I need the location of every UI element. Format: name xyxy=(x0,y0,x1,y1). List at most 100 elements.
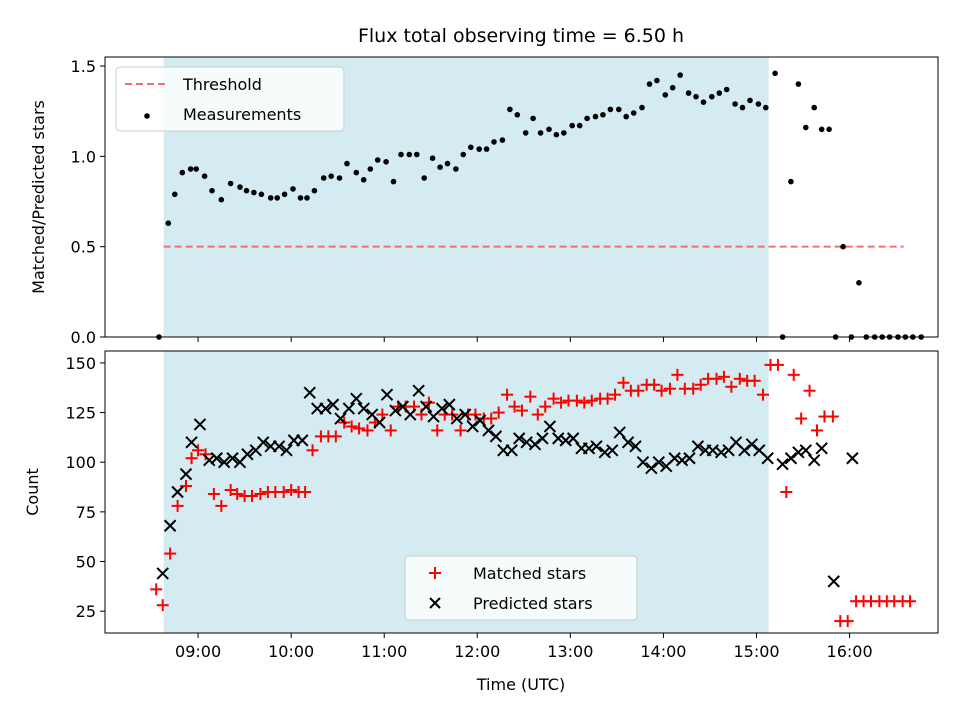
measurement-point xyxy=(677,72,683,78)
bottom-points xyxy=(150,358,917,628)
matched-star-point xyxy=(787,368,800,381)
measurement-point xyxy=(406,151,413,158)
measurement-point xyxy=(311,187,318,194)
matched-star-point xyxy=(733,372,746,385)
predicted-star-point xyxy=(808,454,821,467)
top-legend-threshold-label: Threshold xyxy=(182,75,262,94)
predicted-star-point xyxy=(815,442,828,455)
matched-star-point xyxy=(717,370,730,383)
predicted-star-point xyxy=(203,454,216,467)
predicted-star-point xyxy=(412,384,425,397)
measurement-point xyxy=(483,146,490,152)
measurement-point xyxy=(607,106,614,113)
predicted-star-point xyxy=(350,392,363,405)
measurement-point xyxy=(747,97,753,104)
matched-star-point xyxy=(156,599,169,612)
predicted-star-point xyxy=(776,457,789,471)
measurement-point xyxy=(616,106,622,113)
matched-star-point xyxy=(757,388,770,401)
measurement-point xyxy=(553,131,560,138)
matched-star-point xyxy=(492,406,505,419)
predicted-star-point xyxy=(489,430,503,443)
bottom-plot-frame xyxy=(104,350,939,634)
matched-star-point xyxy=(725,380,738,393)
predicted-star-point xyxy=(714,446,728,459)
measurement-point xyxy=(281,191,288,198)
predicted-star-point xyxy=(675,454,689,467)
predicted-star-point xyxy=(179,467,193,481)
predicted-star-point xyxy=(241,448,254,461)
bottom-x-axis-label: Time (UTC) xyxy=(476,675,565,694)
predicted-star-point xyxy=(636,456,650,469)
measurement-point xyxy=(218,196,225,203)
matched-star-point xyxy=(329,430,342,443)
predicted-star-point xyxy=(590,440,603,453)
matched-star-point xyxy=(811,424,824,437)
matched-star-point xyxy=(904,595,917,608)
measurement-point xyxy=(739,104,746,111)
bottom-x-tick-label: 13:00 xyxy=(547,642,593,661)
predicted-star-point xyxy=(226,452,239,465)
bottom-legend: Matched stars Predicted stars xyxy=(404,555,638,621)
bottom-legend-predicted-label: Predicted stars xyxy=(473,594,593,613)
measurement-point xyxy=(453,166,459,172)
bottom-x-ticks: 09:00 10:00 11:00 12:00 13:00 14:00 15:00 16:00 xyxy=(175,633,873,661)
top-y-ticks: 0.0 0.5 1.0 1.5 xyxy=(71,57,105,347)
predicted-star-point xyxy=(319,402,332,415)
measurement-point xyxy=(514,112,521,118)
predicted-star-point xyxy=(435,402,449,415)
matched-star-point xyxy=(345,420,358,433)
measurement-point xyxy=(187,166,194,172)
measurement-point xyxy=(763,104,769,111)
matched-star-point xyxy=(431,424,444,437)
bottom-legend-matched-label: Matched stars xyxy=(473,564,586,583)
matched-star-point xyxy=(508,400,521,413)
measurement-point xyxy=(732,101,738,107)
matched-star-point xyxy=(531,408,544,421)
matched-star-point xyxy=(361,424,374,437)
predicted-star-point xyxy=(536,432,549,445)
measurement-point xyxy=(297,195,304,201)
measurement-point xyxy=(646,81,653,87)
matched-star-point xyxy=(454,424,467,437)
bottom-y-tick-label: 25 xyxy=(76,602,96,621)
measurement-point xyxy=(856,280,862,286)
predicted-star-point xyxy=(280,444,293,457)
matched-star-point xyxy=(224,484,237,497)
predicted-star-point xyxy=(156,567,169,580)
matched-star-point xyxy=(185,452,198,465)
bottom-panel: 25 50 75 100 125 150 09:00 10:00 11:00 12:00 13:0… xyxy=(23,350,939,694)
measurement-point xyxy=(507,106,513,113)
predicted-star-point xyxy=(629,440,642,453)
predicted-star-point xyxy=(482,424,495,437)
measurement-point xyxy=(788,178,794,185)
predicted-star-point xyxy=(303,386,316,399)
predicted-star-point xyxy=(827,575,840,588)
predicted-star-point xyxy=(373,416,386,429)
measurement-point xyxy=(709,93,715,100)
measurement-point xyxy=(662,92,669,98)
matched-star-point xyxy=(199,448,212,461)
measurement-point xyxy=(499,137,506,143)
measurement-point xyxy=(360,177,367,183)
matched-star-point xyxy=(306,444,319,457)
matched-star-point xyxy=(254,487,267,500)
predicted-star-point xyxy=(163,519,177,532)
predicted-star-point xyxy=(357,402,370,415)
measurement-point xyxy=(818,126,825,133)
predicted-star-point xyxy=(193,418,207,431)
measurement-point xyxy=(639,104,645,111)
measurement-point xyxy=(755,101,762,107)
measurement-point xyxy=(290,186,296,192)
predicted-star-point xyxy=(185,436,198,449)
matched-star-point xyxy=(609,388,622,401)
measurement-point xyxy=(227,180,234,187)
predicted-star-point xyxy=(419,400,433,413)
measurement-point xyxy=(654,77,660,84)
predicted-star-point xyxy=(691,440,705,453)
predicted-star-point xyxy=(792,446,805,459)
matched-star-point xyxy=(192,444,205,457)
predicted-star-point xyxy=(668,452,681,465)
measurement-point xyxy=(803,124,809,131)
top-y-tick-label: 1.0 xyxy=(71,147,96,166)
